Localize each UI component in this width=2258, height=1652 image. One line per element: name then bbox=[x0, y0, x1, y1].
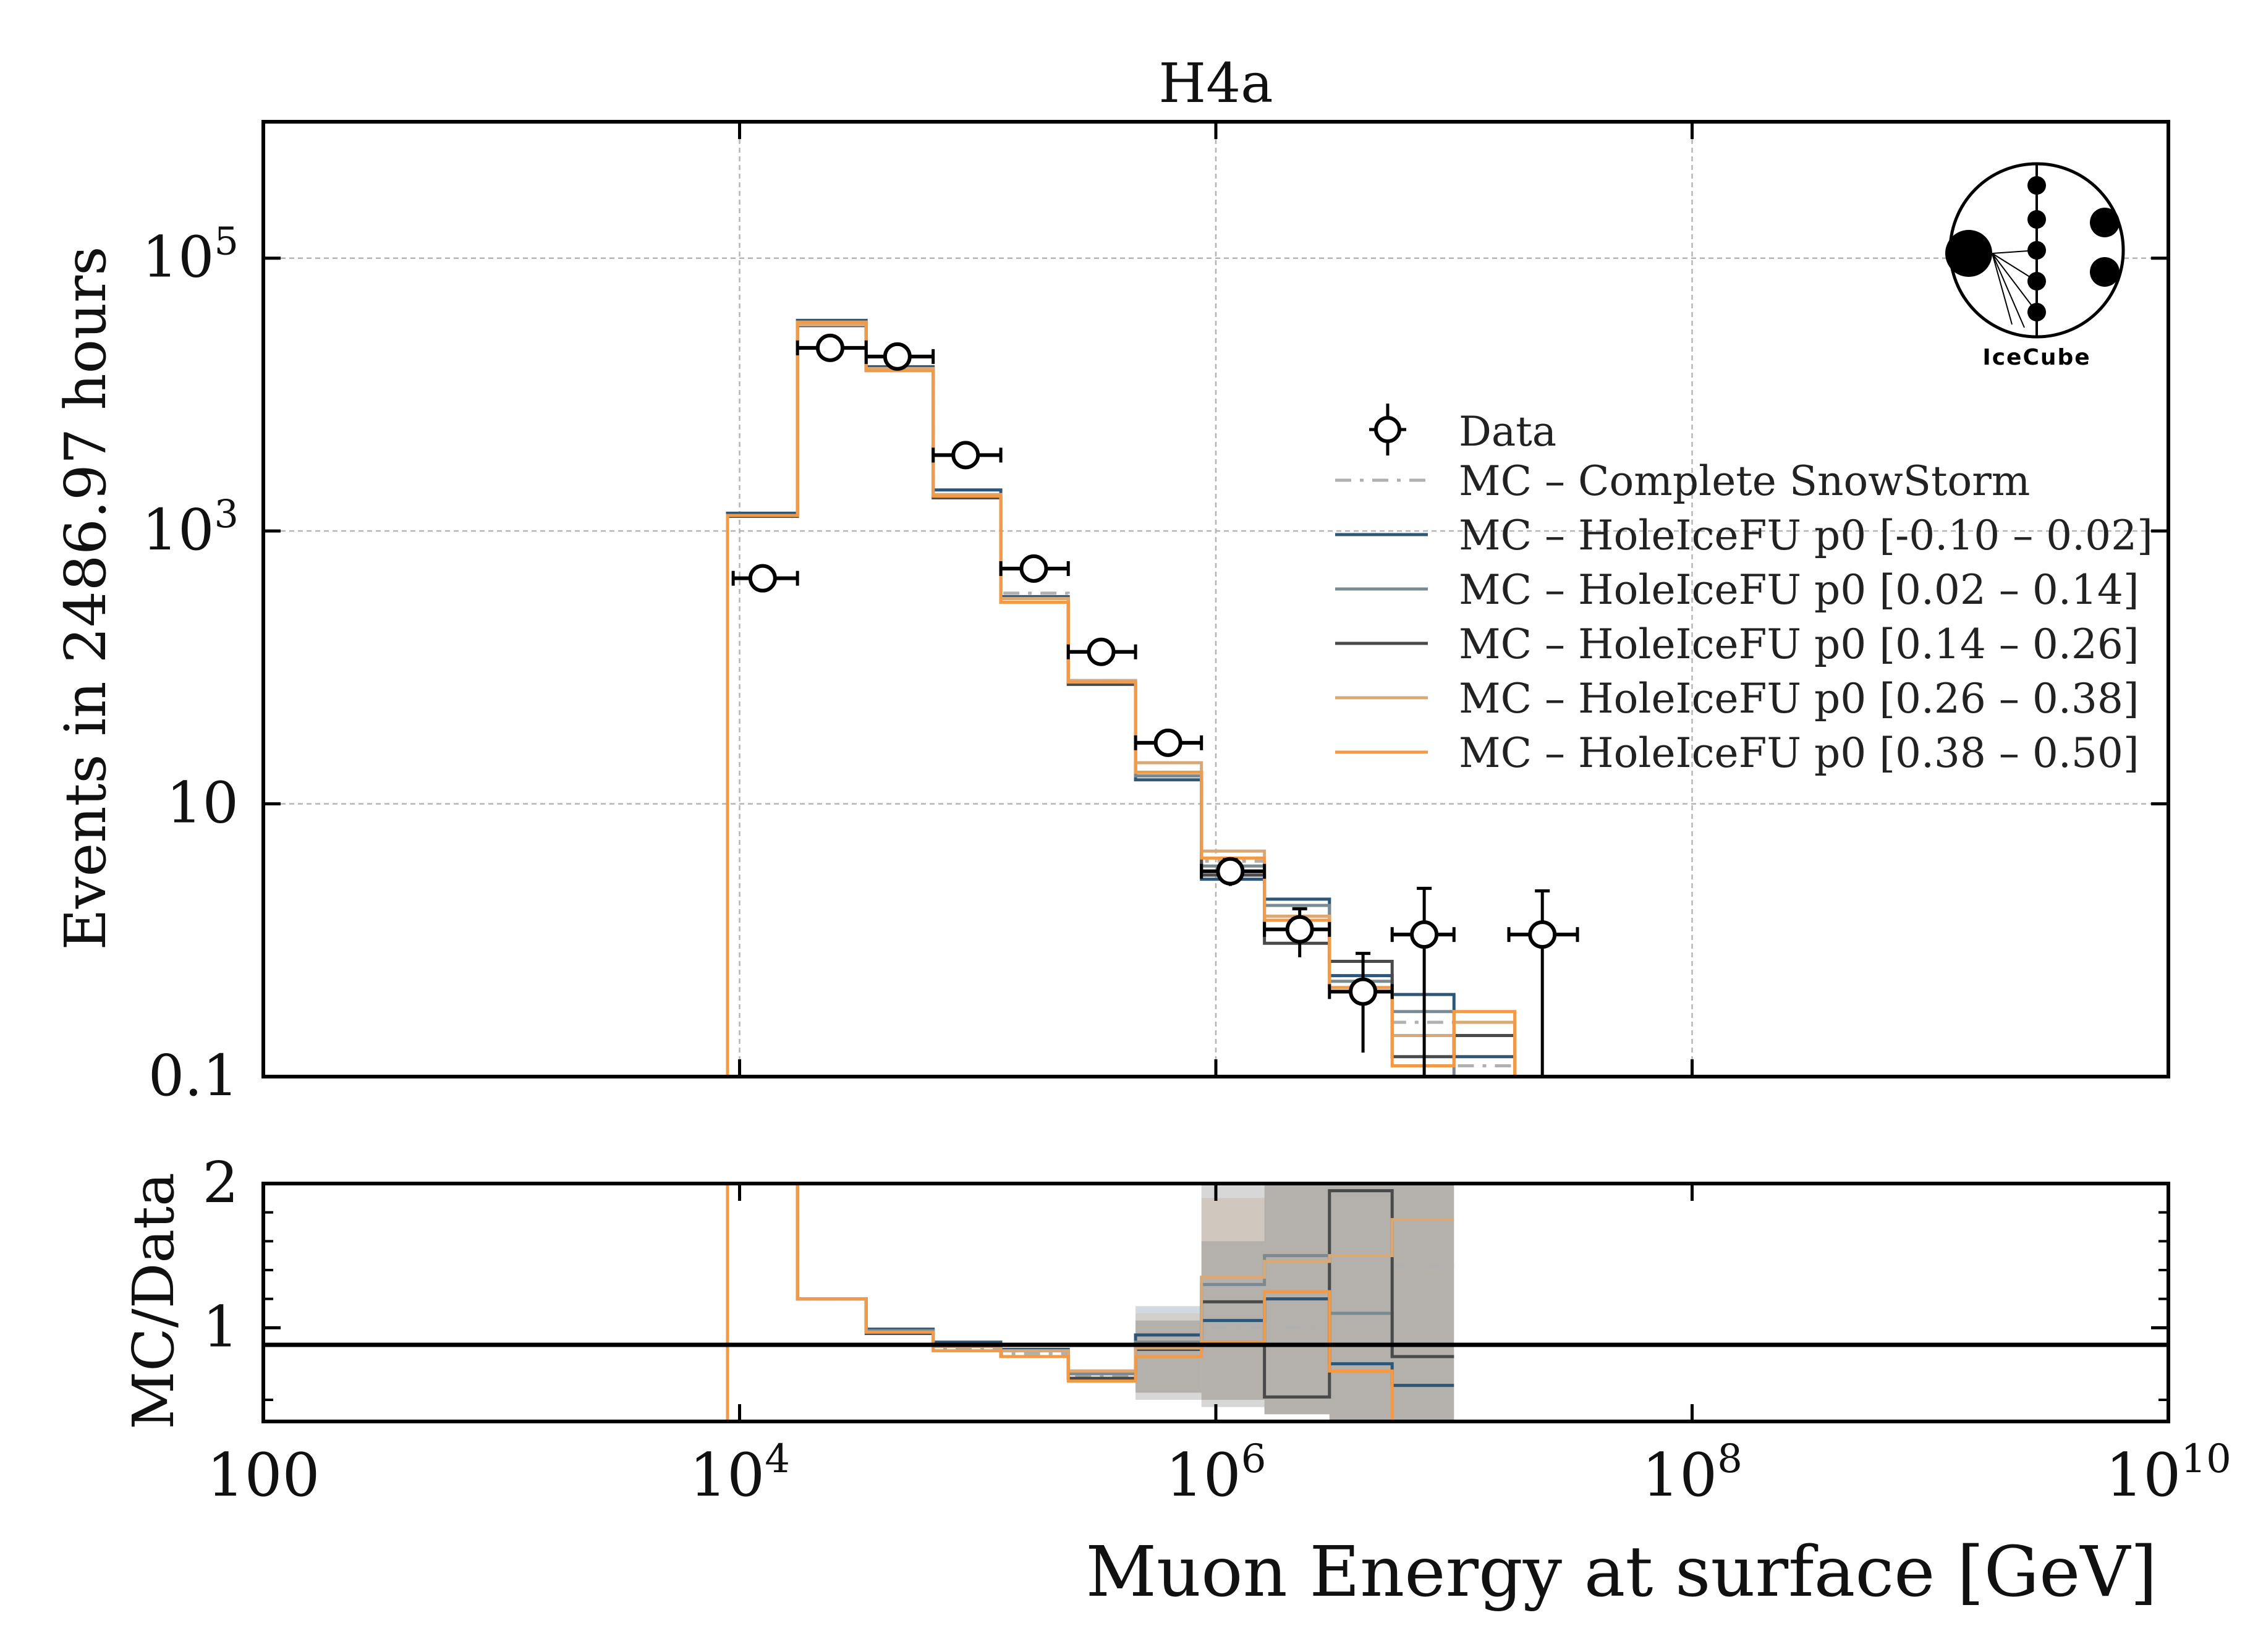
data-point-3 bbox=[951, 441, 980, 470]
data-point-1 bbox=[815, 333, 844, 362]
legend-data-marker bbox=[1374, 416, 1401, 443]
x-tick-label-4: 1010 bbox=[2105, 1436, 2231, 1510]
legend-label-1: MC – HoleIceFU p0 [-0.10 – 0.02] bbox=[1459, 512, 2153, 559]
ratio-series-group bbox=[726, 1182, 1454, 1423]
main-data-points bbox=[731, 333, 1579, 1077]
x-tick-label-2: 106 bbox=[1166, 1436, 1267, 1510]
x-tick-label-1: 104 bbox=[689, 1436, 790, 1510]
x-tick-label-base-2: 10 bbox=[1166, 1441, 1241, 1510]
x-tick-label-exp-3: 8 bbox=[1717, 1436, 1742, 1482]
data-point-9 bbox=[1349, 977, 1378, 1006]
data-point-10 bbox=[1410, 920, 1439, 949]
legend-label-0: MC – Complete SnowStorm bbox=[1459, 457, 2030, 505]
ratio-y-axis-label: MC/Data bbox=[121, 1172, 187, 1430]
legend-label-3: MC – HoleIceFU p0 [0.14 – 0.26] bbox=[1459, 621, 2139, 668]
y-axis-label: Events in 2486.97 hours bbox=[53, 247, 119, 951]
ratio-band-2-10 bbox=[1392, 1184, 1454, 1421]
ratio-band-2-7 bbox=[1201, 1184, 1265, 1407]
main-ytick-label-3: 105 bbox=[142, 219, 239, 290]
data-point-11 bbox=[1528, 920, 1557, 949]
x-tick-label-0: 100 bbox=[206, 1441, 320, 1510]
x-tick-label-base-0: 100 bbox=[206, 1441, 320, 1510]
main-ytick-label-0: 0.1 bbox=[148, 1043, 239, 1109]
ratio-band-1-7 bbox=[1201, 1198, 1265, 1400]
x-tick-label-exp-1: 4 bbox=[765, 1436, 790, 1482]
main-grid bbox=[263, 122, 2168, 1077]
data-point-2 bbox=[883, 342, 912, 371]
main-ytick-label-exp-2: 3 bbox=[214, 491, 239, 536]
ratio-ytick-label-1: 2 bbox=[202, 1150, 239, 1216]
legend-label-2: MC – HoleIceFU p0 [0.02 – 0.14] bbox=[1459, 566, 2139, 614]
x-tick-label-3: 108 bbox=[1642, 1436, 1742, 1510]
logo-text: IceCube bbox=[1982, 345, 2090, 370]
main-ytick-label-2: 103 bbox=[142, 491, 239, 563]
main-ytick-label-base-3: 10 bbox=[142, 224, 214, 290]
data-point-6 bbox=[1153, 728, 1182, 757]
main-series-line-5 bbox=[726, 320, 1517, 1077]
x-tick-label-exp-4: 10 bbox=[2181, 1436, 2231, 1482]
main-ytick-label-base-2: 10 bbox=[142, 497, 214, 563]
ratio-band-1-10 bbox=[1392, 1184, 1454, 1421]
x-tick-label-base-4: 10 bbox=[2105, 1441, 2181, 1510]
ratio-band-0-10 bbox=[1392, 1184, 1454, 1421]
data-point-8 bbox=[1285, 915, 1314, 944]
ratio-band-1-6 bbox=[1135, 1313, 1202, 1393]
data-point-4 bbox=[1019, 554, 1048, 583]
icecube-logo: IceCube bbox=[1945, 162, 2125, 370]
ratio-ytick-label-0: 1 bbox=[202, 1294, 239, 1360]
legend-label-5: MC – HoleIceFU p0 [0.38 – 0.50] bbox=[1459, 729, 2139, 777]
ratio-band-2-6 bbox=[1135, 1320, 1202, 1400]
x-axis-label: Muon Energy at surface [GeV] bbox=[1085, 1532, 2157, 1612]
ratio-band-2-9 bbox=[1329, 1184, 1393, 1421]
x-tick-label-exp-2: 6 bbox=[1241, 1436, 1267, 1482]
ratio-series-line-5 bbox=[726, 1182, 1454, 1423]
ratio-band-0-9 bbox=[1329, 1184, 1393, 1421]
main-ytick-label-base-1: 10 bbox=[166, 770, 239, 836]
data-point-7 bbox=[1216, 857, 1245, 886]
main-ytick-label-1: 10 bbox=[166, 770, 239, 836]
ratio-band-1-9 bbox=[1329, 1184, 1393, 1421]
x-tick-label-base-3: 10 bbox=[1642, 1441, 1717, 1510]
data-point-5 bbox=[1087, 637, 1116, 666]
x-tick-label-base-1: 10 bbox=[689, 1441, 765, 1510]
main-ytick-label-base-0: 0.1 bbox=[148, 1043, 239, 1109]
main-ytick-label-exp-3: 5 bbox=[214, 219, 239, 264]
chart-title: H4a bbox=[1158, 51, 1273, 115]
data-point-0 bbox=[748, 564, 777, 593]
legend-label-4: MC – HoleIceFU p0 [0.26 – 0.38] bbox=[1459, 675, 2139, 722]
legend-label-data: Data bbox=[1459, 408, 1556, 455]
